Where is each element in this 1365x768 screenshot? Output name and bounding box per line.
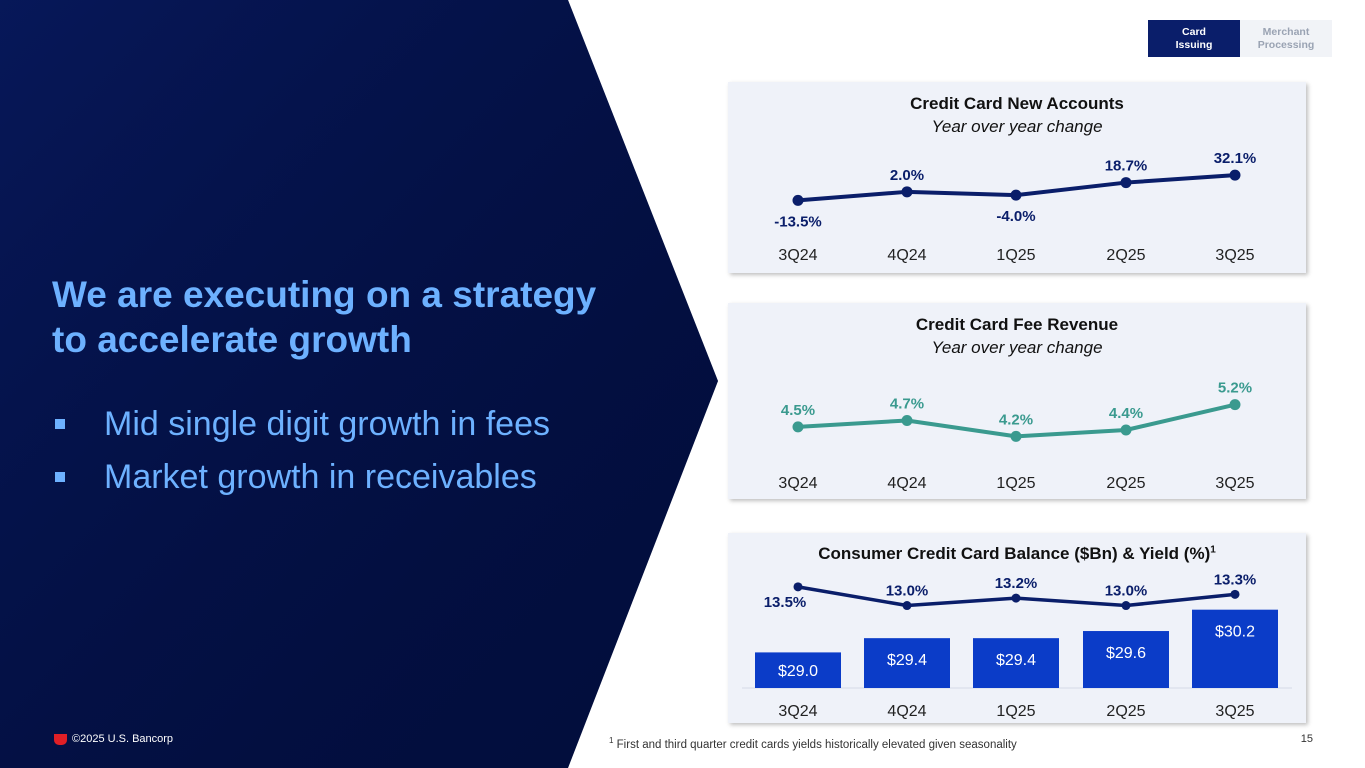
data-label: 4.2% [999, 411, 1033, 428]
new-accounts-chart-panel: Credit Card New Accounts Year over year … [728, 82, 1306, 273]
yield-point [902, 601, 912, 611]
data-label: 2.0% [890, 167, 924, 184]
x-tick-label: 4Q24 [887, 703, 926, 720]
chart-title-footnote-marker: 1 [1210, 544, 1216, 556]
x-tick-label: 3Q25 [1215, 703, 1254, 720]
bullet-list: Mid single digit growth in fees Market g… [52, 398, 672, 504]
yield-label: 13.3% [1214, 571, 1257, 588]
yield-label: 13.5% [764, 594, 807, 611]
balance-yield-combo-chart: $29.0 $29.4 $29.4 $29.6 $30.2 13.5% 13.0% 13.2%… [742, 571, 1292, 720]
tab-merchant-processing[interactable]: Merchant Processing [1240, 20, 1332, 57]
footnote-text: First and third quarter credit cards yie… [616, 738, 1017, 751]
bar-label: $29.0 [778, 663, 818, 680]
yield-point [793, 582, 803, 592]
chart-title: Consumer Credit Card Balance ($Bn) & Yie… [728, 544, 1306, 564]
data-label: 4.7% [890, 396, 924, 413]
new-accounts-line-chart: -13.5% 2.0% -4.0% 18.7% 32.1% 3Q24 4Q24 1Q25 2Q2… [774, 150, 1257, 264]
headline-line-2: to accelerate growth [52, 319, 412, 360]
x-tick-label: 2Q25 [1106, 475, 1145, 492]
yield-point [1011, 593, 1021, 603]
x-tick-label: 2Q25 [1106, 247, 1145, 264]
copyright: ©2025 U.S. Bancorp [54, 733, 173, 745]
chart-subtitle: Year over year change [931, 117, 1103, 136]
fee-revenue-chart-panel: Credit Card Fee Revenue Year over year c… [728, 303, 1306, 499]
headline: We are executing on a strategy to accele… [52, 272, 672, 362]
data-point [901, 415, 913, 426]
tab-label-line: Issuing [1175, 38, 1213, 51]
x-tick-label: 3Q25 [1215, 247, 1254, 264]
data-point [901, 186, 913, 198]
x-tick-label: 1Q25 [996, 247, 1035, 264]
x-tick-label: 2Q25 [1106, 703, 1145, 720]
data-point [792, 194, 804, 206]
data-label: 5.2% [1218, 380, 1252, 397]
data-point [1010, 430, 1022, 442]
chart-title: Credit Card New Accounts [910, 94, 1124, 113]
page-number: 15 [1300, 733, 1313, 745]
x-tick-label: 3Q24 [778, 475, 817, 492]
tab-label-line: Card [1182, 25, 1206, 38]
balance-yield-chart-panel: Consumer Credit Card Balance ($Bn) & Yie… [728, 533, 1306, 723]
footnote: 1 First and third quarter credit cards y… [609, 736, 1017, 751]
bar-label: $29.4 [887, 652, 927, 669]
bar-label: $30.2 [1215, 624, 1255, 641]
bar-label: $29.4 [996, 652, 1036, 669]
copyright-text: ©2025 U.S. Bancorp [72, 733, 174, 745]
chart-subtitle: Year over year change [931, 338, 1103, 357]
fee-revenue-line-chart: 4.5% 4.7% 4.2% 4.4% 5.2% 3Q24 4Q24 1Q25 2Q25 3Q25 [778, 380, 1254, 492]
data-point [1010, 189, 1022, 201]
x-tick-label: 1Q25 [996, 703, 1035, 720]
data-label: 4.5% [781, 402, 815, 419]
x-tick-label: 4Q24 [887, 475, 926, 492]
yield-label: 13.0% [1105, 583, 1148, 600]
tab-label-line: Merchant [1262, 25, 1310, 38]
tab-card-issuing[interactable]: Card Issuing [1148, 20, 1240, 57]
x-tick-label: 3Q24 [778, 703, 817, 720]
yield-point [1121, 601, 1131, 611]
bar [1192, 609, 1278, 688]
x-tick-label: 1Q25 [996, 475, 1035, 492]
data-point [1229, 169, 1241, 181]
x-tick-label: 3Q25 [1215, 475, 1254, 492]
yield-label: 13.2% [995, 575, 1038, 592]
tab-label-line: Processing [1257, 38, 1315, 51]
data-point [792, 421, 804, 433]
bar [1083, 631, 1169, 688]
footnote-marker: 1 [609, 736, 614, 745]
data-label: -4.0% [996, 208, 1035, 225]
bar [755, 652, 841, 688]
data-label: -13.5% [774, 213, 822, 230]
bar [973, 638, 1059, 688]
x-tick-label: 4Q24 [887, 247, 926, 264]
data-label: 18.7% [1105, 158, 1148, 175]
bar [864, 638, 950, 688]
data-label: 4.4% [1109, 405, 1143, 422]
bar-label: $29.6 [1106, 645, 1146, 662]
chart-title-text: Consumer Credit Card Balance ($Bn) & Yie… [818, 544, 1211, 563]
segment-tabs: Card Issuing Merchant Processing [1148, 20, 1332, 57]
chart-title: Credit Card Fee Revenue [915, 315, 1119, 334]
headline-line-1: We are executing on a strategy [52, 274, 597, 315]
data-point [1229, 399, 1241, 411]
data-point [1120, 177, 1132, 189]
yield-label: 13.0% [886, 583, 929, 600]
bullet-item: Market growth in receivables [52, 451, 672, 504]
yield-point [1230, 589, 1240, 599]
us-bank-shield-logo-icon [54, 733, 67, 745]
data-label: 32.1% [1214, 150, 1257, 167]
data-point [1120, 424, 1132, 436]
x-tick-label: 3Q24 [778, 247, 817, 264]
bullet-item: Mid single digit growth in fees [52, 398, 672, 451]
